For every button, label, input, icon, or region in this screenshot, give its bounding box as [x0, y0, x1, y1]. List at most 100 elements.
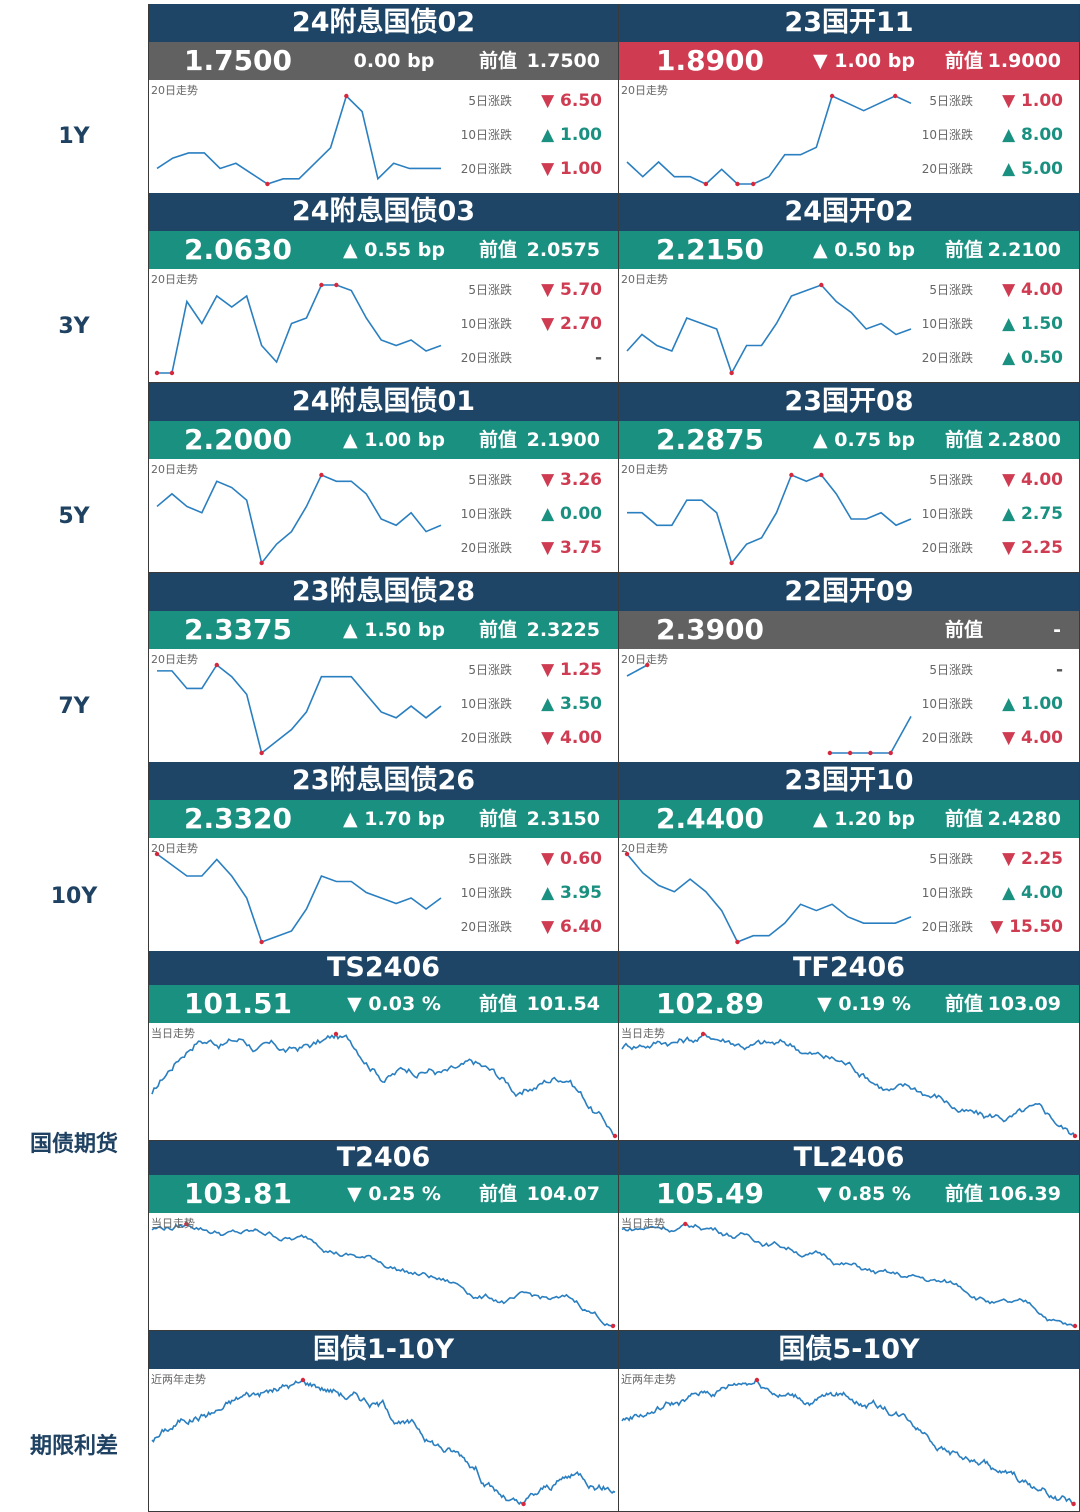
- series-line: [156, 94, 441, 185]
- chart-caption: 近两年走势: [621, 1373, 676, 1386]
- series-line: [157, 663, 442, 755]
- quote-band: 2.4400 ▲ 1.20 bp 前值 2.4280: [619, 800, 1079, 838]
- series-line: [829, 715, 912, 754]
- trend-chart: 20日走势 5日涨跌 ▼ 4.00 10日涨跌 ▲ 1.50 20日涨跌 ▲ 0.50: [619, 269, 1079, 382]
- stat-label: 5日涨跌: [929, 94, 973, 108]
- stat-value: ▼ 4.00: [541, 728, 602, 748]
- bond-panel: 22国开09 2.3900 前值 - 20日走势 5日涨跌 - 10日涨跌 ▲ 1.00 20日涨…: [619, 573, 1080, 763]
- min-point: [1072, 1133, 1078, 1139]
- stat-label: 20日涨跌: [460, 162, 512, 176]
- prev-value: 1.7500: [526, 50, 600, 72]
- stats-block: 5日涨跌 ▼ 4.00 10日涨跌 ▲ 1.50 20日涨跌 ▲ 0.50: [913, 273, 1063, 375]
- quote-band: 105.49 ▼ 0.85 % 前值 106.39: [619, 1175, 1079, 1213]
- chart-caption: 当日走势: [151, 1027, 195, 1040]
- yield-change: 0.00 bp: [353, 50, 435, 72]
- spread-chart: 近两年走势: [619, 1369, 1079, 1509]
- series-line: [157, 284, 442, 374]
- stat-value: ▲ 3.50: [541, 694, 602, 714]
- sparkline-svg: [156, 472, 442, 566]
- spread-title: 国债5-10Y: [619, 1331, 1079, 1369]
- stat-label: 20日涨跌: [921, 162, 973, 176]
- futures-title: TF2406: [619, 951, 1079, 985]
- min-point: [521, 1501, 526, 1507]
- chart-caption: 20日走势: [151, 84, 198, 97]
- stat-row: 5日涨跌 ▼ 0.60: [452, 842, 602, 876]
- series-line: [621, 1033, 1076, 1137]
- sparkline-svg: [627, 472, 912, 566]
- stat-label: 5日涨跌: [929, 663, 973, 677]
- stat-row: 5日涨跌 ▼ 2.25: [913, 842, 1063, 876]
- series-line: [151, 1378, 616, 1506]
- min-point: [847, 750, 853, 756]
- bond-panel: 23国开08 2.2875 ▲ 0.75 bp 前值 2.2800 20日走势 5日涨跌 ▼ …: [619, 383, 1080, 573]
- max-point: [700, 1031, 706, 1037]
- quote-band: 2.0630 ▲ 0.55 bp 前值 2.0575: [149, 231, 618, 269]
- futures-panel: T2406 103.81 ▼ 0.25 % 前值 104.07 当日走势: [148, 1141, 619, 1331]
- sparkline-svg: [154, 282, 442, 376]
- yield-value: 2.0630: [183, 233, 293, 266]
- prev-label: 前值: [479, 808, 518, 830]
- stat-label: 10日涨跌: [921, 697, 973, 711]
- intraday-chart: 当日走势: [149, 1213, 618, 1329]
- yield-value: 1.8900: [655, 44, 765, 77]
- stat-label: 10日涨跌: [921, 317, 973, 331]
- stat-row: 20日涨跌 ▼ 15.50: [913, 910, 1063, 944]
- bond-title: 24附息国债02: [149, 4, 618, 42]
- max-point: [333, 1031, 339, 1037]
- stats-block: 5日涨跌 ▼ 5.70 10日涨跌 ▼ 2.70 20日涨跌 -: [452, 273, 602, 375]
- prev-value: 104.07: [526, 1183, 600, 1205]
- stat-label: 20日涨跌: [921, 541, 973, 555]
- stat-row: 20日涨跌 ▼ 1.00: [452, 152, 602, 186]
- spread-panel: 国债1-10Y 近两年走势: [148, 1331, 619, 1512]
- stat-value: ▲ 1.00: [1002, 694, 1063, 714]
- stats-block: 5日涨跌 ▼ 4.00 10日涨跌 ▲ 2.75 20日涨跌 ▼ 2.25: [913, 463, 1063, 565]
- trend-chart: 20日走势 5日涨跌 ▼ 0.60 10日涨跌 ▲ 3.95 20日涨跌 ▼ 6.40: [149, 838, 618, 951]
- stat-row: 20日涨跌 ▼ 3.75: [452, 531, 602, 565]
- max-point: [645, 662, 650, 668]
- series-line: [151, 1222, 616, 1327]
- spread-title: 国债1-10Y: [149, 1331, 618, 1369]
- prev-value: -: [1053, 619, 1061, 641]
- stat-label: 20日涨跌: [921, 351, 973, 365]
- max-point: [344, 93, 349, 99]
- prev-label: 前值: [945, 808, 984, 830]
- max-point: [184, 1221, 189, 1227]
- sparkline-svg: [154, 851, 442, 945]
- trend-chart: 20日走势 5日涨跌 ▼ 6.50 10日涨跌 ▲ 1.00 20日涨跌 ▼ 1.00: [149, 80, 618, 193]
- stat-row: 10日涨跌 ▲ 2.75: [913, 497, 1063, 531]
- yield-change: ▲ 1.20 bp: [813, 808, 915, 830]
- trend-chart: 20日走势 5日涨跌 - 10日涨跌 ▲ 1.00 20日涨跌 ▼ 4.00: [619, 649, 1079, 762]
- price-value: 105.49: [655, 1177, 765, 1210]
- stat-label: 10日涨跌: [460, 886, 512, 900]
- min-point: [703, 181, 709, 187]
- prev-value: 1.9000: [987, 50, 1061, 72]
- stat-row: 20日涨跌 ▼ 4.00: [913, 721, 1063, 755]
- stat-label: 10日涨跌: [460, 317, 512, 331]
- stat-label: 5日涨跌: [929, 852, 973, 866]
- quote-band: 2.2000 ▲ 1.00 bp 前值 2.1900: [149, 421, 618, 459]
- spread-panel: 国债5-10Y 近两年走势: [619, 1331, 1080, 1512]
- min-point: [888, 750, 893, 756]
- max-point: [819, 282, 824, 288]
- stat-value: ▼ 5.70: [541, 280, 602, 300]
- quote-band: 103.81 ▼ 0.25 % 前值 104.07: [149, 1175, 618, 1213]
- chart-caption: 当日走势: [621, 1027, 665, 1040]
- intraday-chart: 当日走势: [619, 1213, 1079, 1329]
- spread-line-svg: [621, 1377, 1076, 1507]
- stat-label: 5日涨跌: [929, 473, 973, 487]
- prev-label: 前值: [945, 1183, 984, 1205]
- chart-caption: 20日走势: [151, 463, 198, 476]
- stat-label: 10日涨跌: [460, 128, 512, 142]
- prev-value: 2.2100: [987, 239, 1061, 261]
- min-point: [729, 370, 734, 376]
- bond-title: 24附息国债03: [149, 193, 618, 231]
- stat-value: ▼ 4.00: [1002, 280, 1063, 300]
- max-point: [319, 472, 324, 478]
- min-point: [1072, 1323, 1078, 1329]
- yield-value: 2.2875: [655, 423, 765, 456]
- chart-caption: 20日走势: [621, 653, 668, 666]
- yield-change: ▲ 1.00 bp: [343, 429, 445, 451]
- price-value: 101.51: [183, 987, 293, 1020]
- stat-label: 10日涨跌: [921, 128, 973, 142]
- quote-band: 1.7500 0.00 bp 前值 1.7500: [149, 42, 618, 80]
